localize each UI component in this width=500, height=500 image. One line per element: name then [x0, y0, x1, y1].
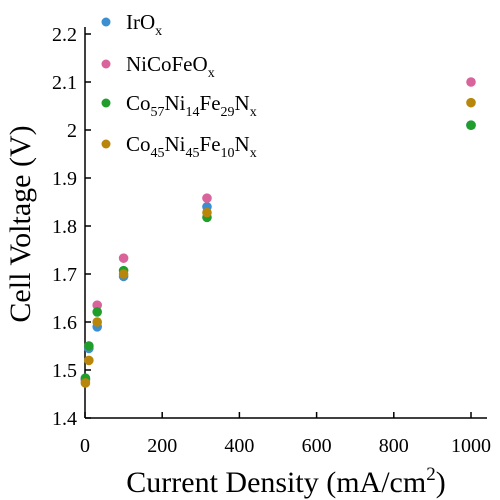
x-axis-title-main: Current Density (mA/cm: [126, 466, 426, 499]
data-point-nicofeox: [119, 253, 129, 263]
x-tick-label: 600: [302, 435, 332, 457]
legend-marker-irox: [102, 18, 111, 27]
x-axis-title-close: ): [436, 466, 446, 499]
x-tick-label: 800: [379, 435, 409, 457]
data-point-co45ni45fe10nx: [466, 98, 476, 108]
x-tick-label: 200: [147, 435, 177, 457]
legend-item-irox: IrOx: [102, 10, 163, 39]
data-point-nicofeox: [202, 193, 212, 203]
y-tick-label: 1.8: [52, 216, 77, 238]
data-point-co57ni14fe29nx: [466, 120, 476, 130]
data-point-nicofeox: [466, 77, 476, 87]
data-point-co45ni45fe10nx: [119, 269, 129, 279]
x-tick-label: 1000: [451, 435, 491, 457]
y-tick-label: 1.5: [52, 360, 77, 382]
data-point-co57ni14fe29nx: [92, 307, 102, 317]
y-axis-title: Cell Voltage (V): [4, 125, 37, 322]
y-tick-label: 1.9: [52, 168, 77, 190]
x-axis-title: Current Density (mA/cm2): [126, 464, 445, 499]
data-point-co57ni14fe29nx: [84, 341, 94, 351]
y-tick-label: 1.6: [52, 312, 77, 334]
y-tick-label: 2.1: [52, 72, 77, 94]
data-point-co45ni45fe10nx: [81, 378, 91, 388]
x-tick-label: 0: [80, 435, 90, 457]
axes: [85, 27, 487, 418]
y-tick-label: 2.2: [52, 24, 77, 46]
y-tick-label: 1.7: [52, 264, 77, 286]
data-point-co45ni45fe10nx: [84, 356, 94, 366]
x-tick-label: 400: [224, 435, 254, 457]
legend-label-nicofeox: NiCoFeOx: [126, 52, 215, 81]
legend-label-irox: IrOx: [126, 10, 162, 39]
x-axis-title-superscript: 2: [426, 464, 436, 485]
legend-item-nicofeox: NiCoFeOx: [102, 52, 215, 81]
legend: IrOx NiCoFeOx Co57Ni14Fe29Nx Co45Ni45Fe1…: [102, 10, 257, 161]
legend-item-co57ni14fe29nx: Co57Ni14Fe29Nx: [102, 91, 257, 120]
legend-marker-co57ni14fe29nx: [102, 99, 111, 108]
legend-marker-co45ni45fe10nx: [102, 140, 111, 149]
legend-label-co45ni45fe10nx: Co45Ni45Fe10Nx: [126, 132, 257, 161]
legend-label-co57ni14fe29nx: Co57Ni14Fe29Nx: [126, 91, 257, 120]
y-tick-label: 2: [67, 120, 77, 142]
legend-marker-nicofeox: [102, 60, 111, 69]
y-tick-label: 1.4: [52, 408, 77, 430]
data-point-co45ni45fe10nx: [202, 208, 212, 218]
data-points: [81, 77, 476, 388]
legend-item-co45ni45fe10nx: Co45Ni45Fe10Nx: [102, 132, 257, 161]
data-point-co45ni45fe10nx: [92, 317, 102, 327]
